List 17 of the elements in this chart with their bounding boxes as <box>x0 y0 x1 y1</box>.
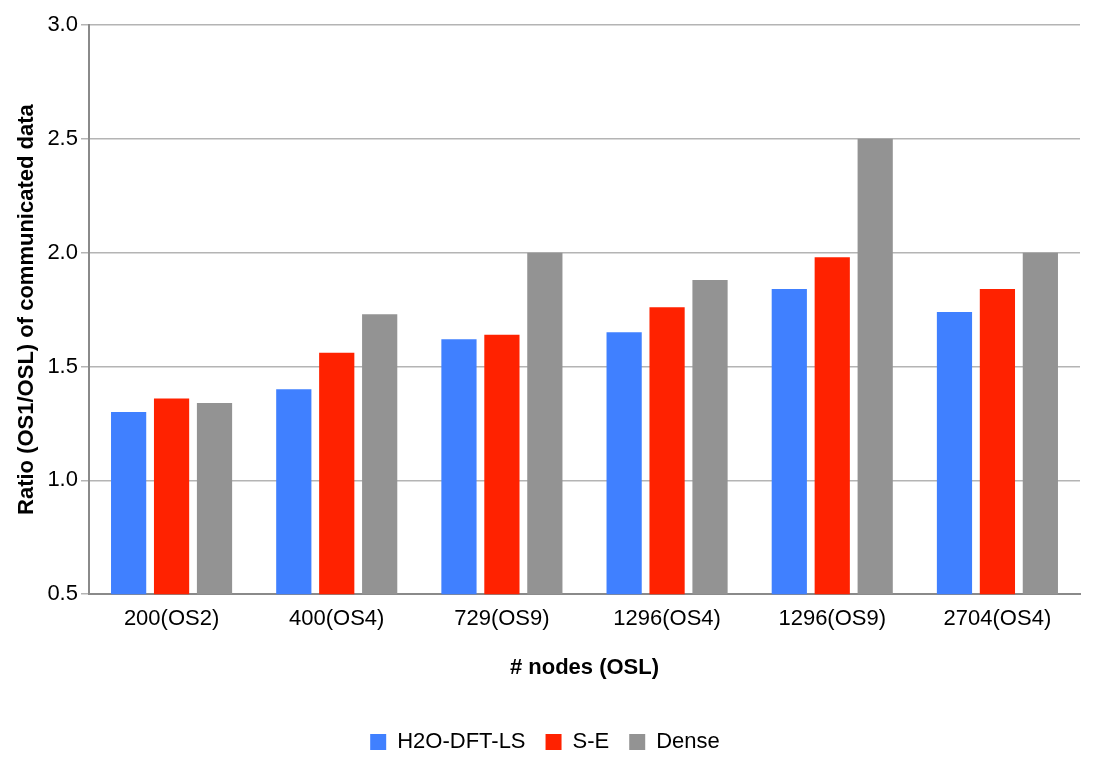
y-tick-label: 3.0 <box>47 11 78 37</box>
x-tick-label: 200(OS2) <box>123 605 220 631</box>
x-tick-label: 2704(OS4) <box>943 605 1052 631</box>
x-tick-label: 1296(OS4) <box>613 605 721 631</box>
x-tick-label: 400(OS4) <box>289 605 385 631</box>
x-tick-label: 729(OS9) <box>454 605 550 631</box>
x-axis-title: # nodes (OSL) <box>509 653 660 679</box>
y-tick-label: 2.5 <box>47 124 78 150</box>
x-tick-label: 1296(OS9) <box>778 605 887 631</box>
y-tick-label: 1.0 <box>47 466 78 492</box>
y-axis-title: Ratio (OS1/OSL) of communicated data <box>13 103 39 515</box>
y-tick-label: 2.0 <box>47 238 78 264</box>
y-tick-label: 0.5 <box>47 580 78 606</box>
y-tick-label: 1.5 <box>47 352 78 378</box>
legend-label: H2O-DFT-LS <box>397 728 526 754</box>
legend-label: Dense <box>656 728 720 754</box>
legend-label: S-E <box>572 728 610 754</box>
